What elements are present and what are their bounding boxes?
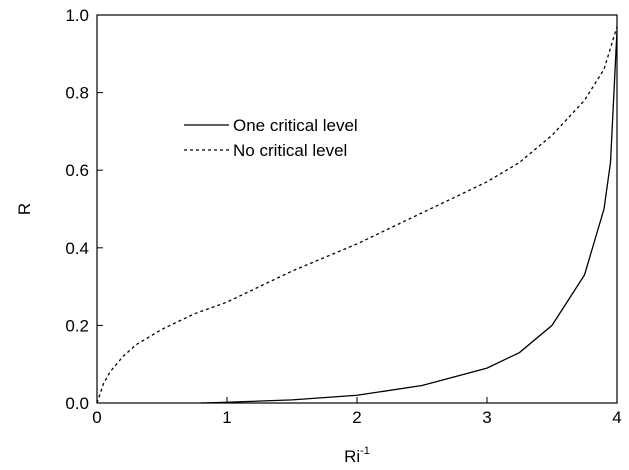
x-axis-label: Ri-1 (344, 445, 370, 466)
y-tick-label: 0.4 (65, 239, 89, 258)
legend-label: One critical level (233, 116, 358, 135)
x-tick-label: 1 (222, 408, 231, 427)
series-line (200, 30, 618, 404)
x-tick-label: 4 (612, 408, 621, 427)
plot-frame (96, 14, 618, 404)
y-tick-label: 0.8 (65, 84, 89, 103)
y-tick-label: 1.0 (65, 6, 89, 25)
x-axis-label-base: Ri (344, 447, 360, 466)
y-axis-label: R (15, 203, 34, 215)
legend-label: No critical level (233, 141, 347, 160)
x-tick-label: 0 (92, 408, 101, 427)
y-tick-label: 0.2 (65, 316, 89, 335)
y-tick-label: 0.0 (65, 394, 89, 413)
x-axis-label-sup: -1 (360, 445, 370, 457)
x-tick-label: 3 (482, 408, 491, 427)
x-tick-label: 2 (352, 408, 361, 427)
series-line (96, 26, 618, 404)
y-tick-label: 0.6 (65, 161, 89, 180)
